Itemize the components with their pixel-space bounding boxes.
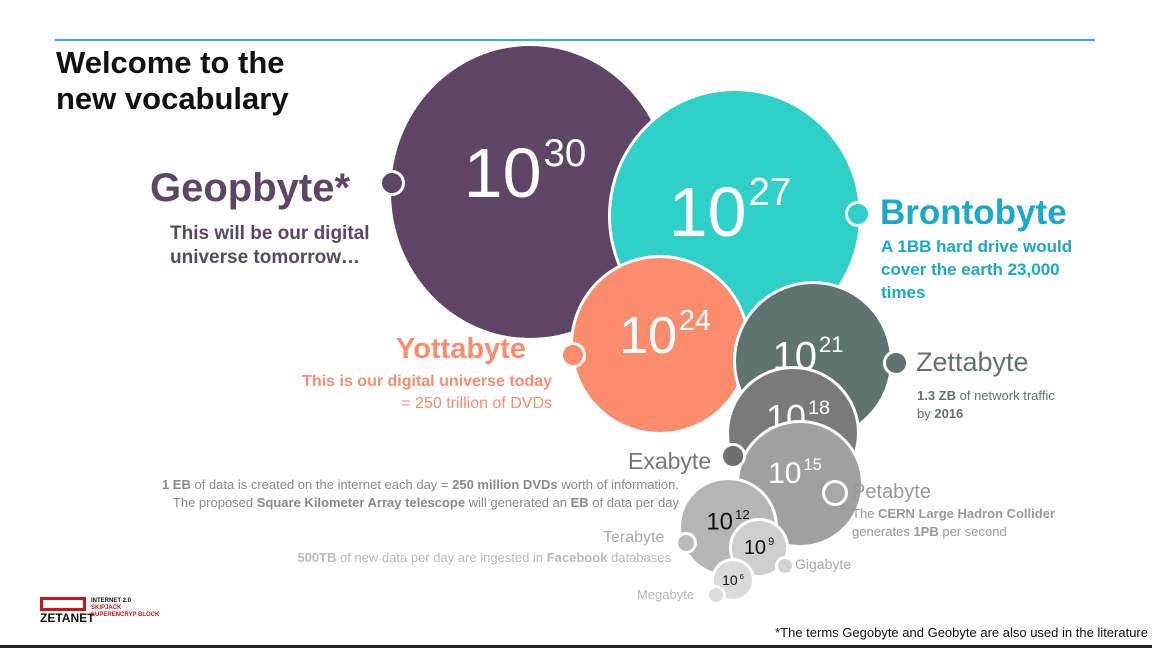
power-exponent: 24 (679, 304, 711, 337)
desc-bold: 1PB (913, 524, 939, 539)
desc-text: will generated an (465, 495, 571, 510)
desc-text: databases (607, 550, 671, 565)
power-base: 10 (706, 508, 734, 536)
exabyte-label: Exabyte (628, 448, 712, 474)
footnote: *The terms Gegobyte and Geobyte are also… (775, 625, 1148, 640)
exabyte-description: 1 EB of data is created on the internet … (162, 476, 679, 512)
terabyte-description: 500TB of new data per day are ingested i… (297, 550, 671, 566)
brontobyte-connector-dot (845, 201, 871, 227)
power-exponent: 9 (768, 536, 775, 549)
terabyte-label: Terabyte (603, 529, 665, 546)
desc-text: by (917, 406, 935, 421)
top-divider (55, 39, 1095, 41)
yottabyte-connector-dot (560, 342, 586, 368)
desc-line: cover the earth 23,000 (881, 260, 1060, 279)
gigabyte-label: Gigabyte (795, 556, 852, 572)
desc-bold: Square Kilometer Array telescope (256, 495, 466, 510)
power-exponent: 6 (739, 571, 744, 581)
desc-line: This will be our digital (170, 223, 370, 244)
power-base: 10 (463, 133, 542, 212)
desc-text: The (852, 506, 879, 521)
desc-text: generates (852, 524, 914, 539)
title-line-1: Welcome to the (56, 45, 285, 80)
desc-text: worth of information. (557, 477, 679, 492)
logo-tag: SUPERENCRYP BLOCK (91, 612, 160, 618)
desc-bold: Facebook (546, 550, 608, 565)
terabyte-connector-dot (675, 532, 697, 554)
megabyte-label: Megabyte (637, 587, 695, 602)
desc-bold: 1.3 ZB (917, 388, 957, 403)
desc-line: This is our digital universe today (302, 373, 552, 390)
yottabyte-label: Yottabyte (396, 333, 526, 365)
bottom-divider (0, 645, 1152, 648)
power-base: 10 (668, 172, 747, 251)
logo-tag: INTERNET 2.0 (91, 598, 132, 604)
title-line-2: new vocabulary (56, 81, 289, 116)
petabyte-label: Petabyte (852, 481, 931, 503)
zettabyte-label: Zettabyte (916, 347, 1029, 377)
petabyte-connector-dot (822, 480, 848, 506)
desc-text: of data is created on the internet each … (190, 477, 453, 492)
zetanet-logo-mark (40, 597, 86, 611)
power-exponent: 30 (543, 131, 587, 175)
desc-text: per second (938, 524, 1007, 539)
desc-line: universe tomorrow… (170, 246, 361, 268)
power-exponent: 18 (808, 397, 831, 420)
zettabyte-description: 1.3 ZB of network traffic by 2016 (917, 387, 1055, 423)
brontobyte-label: Brontobyte (880, 193, 1067, 232)
desc-bold: 2016 (934, 406, 964, 421)
zetanet-logo-name: ZETANET (40, 611, 95, 625)
logo-tag: SKIPJACK (91, 605, 122, 611)
desc-bold: 500TB (297, 550, 337, 565)
desc-bold: EB (570, 495, 589, 510)
exabyte-connector-dot (720, 443, 746, 469)
desc-line: times (881, 283, 926, 302)
power-exponent: 12 (735, 507, 750, 523)
desc-text: of network traffic (956, 388, 1055, 403)
power-exponent: 27 (748, 170, 792, 214)
power-base: 10 (619, 306, 678, 365)
petabyte-description: The CERN Large Hadron Collider generates… (852, 505, 1055, 541)
desc-text: of new data per day are ingested in (336, 550, 547, 565)
desc-bold: 1 EB (161, 477, 191, 492)
brontobyte-description: A 1BB hard drive would cover the earth 2… (881, 235, 1072, 304)
desc-line: A 1BB hard drive would (881, 237, 1073, 256)
power-base: 10 (722, 572, 738, 589)
geopbyte-description: This will be our digital universe tomorr… (170, 222, 390, 270)
geopbyte-label: Geopbyte* (150, 166, 351, 210)
desc-line: = 250 trillion of DVDs (401, 395, 552, 412)
power-exponent: 15 (803, 456, 822, 475)
power-exponent: 21 (819, 332, 844, 358)
desc-text: of data per day (588, 495, 679, 510)
zettabyte-connector-dot (883, 350, 909, 376)
yottabyte-description: This is our digital universe today = 250… (302, 371, 552, 415)
desc-text: The proposed (172, 495, 257, 510)
desc-bold: 250 million DVDs (452, 477, 558, 492)
gigabyte-connector-dot (775, 556, 795, 576)
desc-bold: CERN Large Hadron Collider (878, 506, 1055, 521)
zetanet-logo-tags: INTERNET 2.0 SKIPJACK SUPERENCRYP BLOCK (91, 598, 159, 619)
power-base: 10 (768, 457, 802, 491)
geopbyte-connector-dot (379, 170, 405, 196)
circle-yottabyte: 1024 (570, 255, 750, 435)
page-title: Welcome to the new vocabulary (56, 45, 289, 117)
power-base: 10 (743, 536, 767, 559)
megabyte-connector-dot (706, 585, 726, 605)
